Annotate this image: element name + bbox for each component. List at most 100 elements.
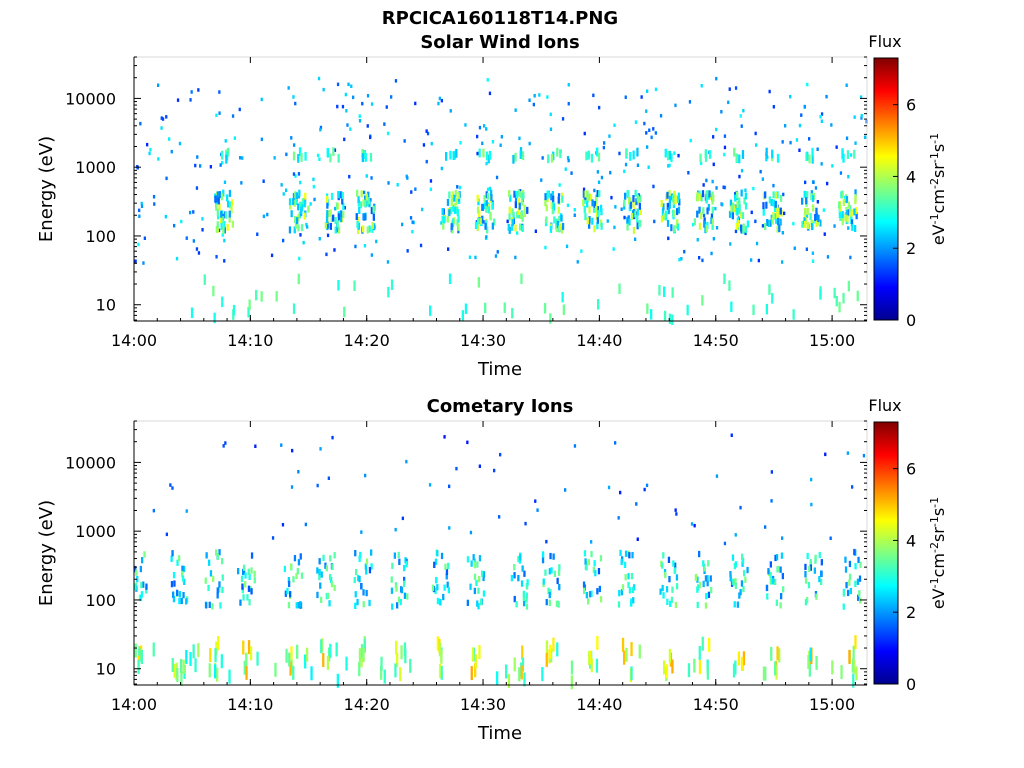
spectrogram-cell [762,666,766,681]
spectrogram-cell [516,211,519,219]
spectrogram-cell [508,206,511,214]
spectrogram-cell [289,591,292,598]
spectrogram-cell [446,215,449,223]
spectrogram-cell [691,222,695,227]
spectrogram-cell [632,597,635,604]
spectrogram-cell [838,210,841,218]
spectrogram-cell [825,94,828,99]
spectrogram-cell [176,559,179,566]
spectrogram-cell [341,197,344,205]
spectrogram-cell [835,295,838,307]
spectrogram-cell [182,592,185,599]
spectrogram-cell [778,225,781,233]
spectrogram-cell [239,156,242,160]
spectrogram-cell [390,95,393,99]
spectrogram-cell [448,273,452,284]
spectrogram-cell [239,599,242,606]
spectrogram-cell [519,554,522,561]
spectrogram-cell [182,659,185,674]
spectrogram-cell [842,590,846,597]
spectrogram-cell [404,557,407,564]
spectrogram-cell [767,220,771,227]
spectrogram-cell [734,660,737,675]
spectrogram-cell [173,580,176,587]
spectrogram-cell [688,100,692,104]
spectrogram-cell [445,152,448,161]
spectrogram-cell [680,257,683,261]
spectrogram-cell [479,217,482,225]
spectrogram-cell [593,560,596,567]
spectrogram-cell [241,583,244,590]
spectrogram-cell [326,221,330,229]
spectrogram-cell [625,647,628,662]
spectrogram-cell [473,558,477,565]
spectrogram-cell [845,136,849,140]
colorbar-tick-label: 6 [906,96,916,115]
spectrogram-cell [192,210,195,214]
spectrogram-cell [668,648,672,663]
plot-frame [133,56,868,322]
spectrogram-cell [845,83,848,87]
spectrogram-cell [659,588,662,595]
spectrogram-cell [842,603,845,610]
spectrogram-cell [422,143,426,147]
spectrogram-cell [216,221,219,229]
spectrogram-cell [807,655,810,669]
spectrogram-cell [318,569,321,576]
colorbar-gradient [873,57,899,321]
spectrogram-cell [300,206,303,214]
spectrogram-cell [161,117,165,121]
spectrogram-cell [551,191,554,198]
spectrogram-cell [183,565,186,573]
spectrogram-cell [553,570,556,577]
spectrogram-cell [138,208,141,213]
spectrogram-cell [434,587,437,595]
spectrogram-cell [672,198,675,206]
spectrogram-cell [450,223,453,231]
spectrogram-cell [698,581,702,589]
spectrogram-cell [521,565,524,572]
spectrogram-cell [369,135,372,140]
spectrogram-cell [588,216,591,224]
spectrogram-cell [213,312,216,324]
spectrogram-cell [440,552,444,560]
spectrogram-cell [707,560,710,567]
spectrogram-cell [134,259,137,263]
spectrogram-cell [403,139,406,143]
spectrogram-cell [364,153,367,162]
spectrogram-cell [614,205,617,209]
spectrogram-cell [567,158,570,163]
spectrogram-cell [226,223,229,231]
spectrogram-cell [735,153,738,163]
spectrogram-cell [331,563,334,570]
spectrogram-cell [624,192,627,200]
spectrogram-cell [584,558,587,565]
spectrogram-cell [406,593,409,600]
spectrogram-cell [337,280,340,291]
colorbar-label-exponent: -2 [928,178,941,189]
spectrogram-cell [744,202,748,210]
spectrogram-cell [294,174,297,178]
spectrogram-cell [292,665,295,680]
spectrogram-cell [668,190,671,197]
spectrogram-cell [806,597,809,604]
spectrogram-cell [436,636,439,651]
spectrogram-cell [360,190,363,198]
spectrogram-cell [847,280,850,292]
spectrogram-cell [216,592,219,599]
spectrogram-cell [217,197,220,205]
spectrogram-cell [735,208,738,216]
spectrogram-cell [322,554,325,561]
spectrogram-cell [493,468,496,473]
spectrogram-cell [292,198,295,206]
spectrogram-cell [548,568,551,575]
spectrogram-cell [768,89,771,94]
spectrogram-cell [290,210,293,218]
spectrogram-cell [549,644,552,659]
spectrogram-cell [672,560,675,567]
spectrogram-cell [707,203,710,211]
spectrogram-cell [694,574,698,581]
spectrogram-cell [789,94,792,99]
spectrogram-cell [816,200,819,204]
spectrogram-cell [454,190,457,197]
